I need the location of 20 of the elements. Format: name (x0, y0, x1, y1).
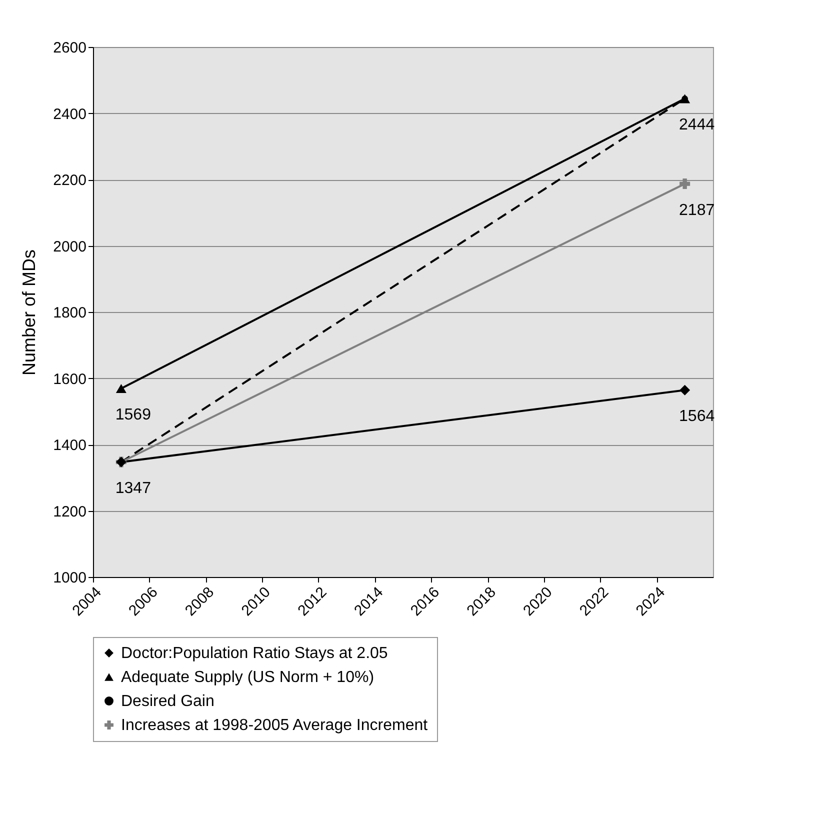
y-axis-title: Number of MDs (19, 249, 40, 376)
y-tick-label: 2200 (53, 172, 86, 189)
y-tick-label: 1400 (53, 437, 86, 454)
legend-label: Adequate Supply (US Norm + 10%) (121, 669, 374, 686)
data-label: 1569 (115, 406, 152, 424)
y-tick-label: 1200 (53, 503, 86, 520)
legend-label: Increases at 1998-2005 Average Increment (121, 717, 428, 734)
data-label: 2187 (679, 202, 715, 219)
y-tick-label: 2400 (53, 106, 86, 123)
legend-label: Desired Gain (121, 693, 214, 710)
data-label: 2444 (679, 116, 715, 134)
y-tick-label: 2600 (53, 40, 86, 56)
y-tick-label: 1000 (53, 570, 86, 586)
y-tick-label: 2000 (53, 238, 86, 256)
y-tick-label: 1600 (53, 370, 86, 388)
point (680, 178, 690, 190)
y-tick-label: 1800 (53, 304, 86, 322)
data-label: 1347 (115, 480, 152, 498)
data-label: 1564 (679, 408, 715, 426)
legend-label: Doctor:Population Ratio Stays at 2.05 (121, 645, 388, 662)
